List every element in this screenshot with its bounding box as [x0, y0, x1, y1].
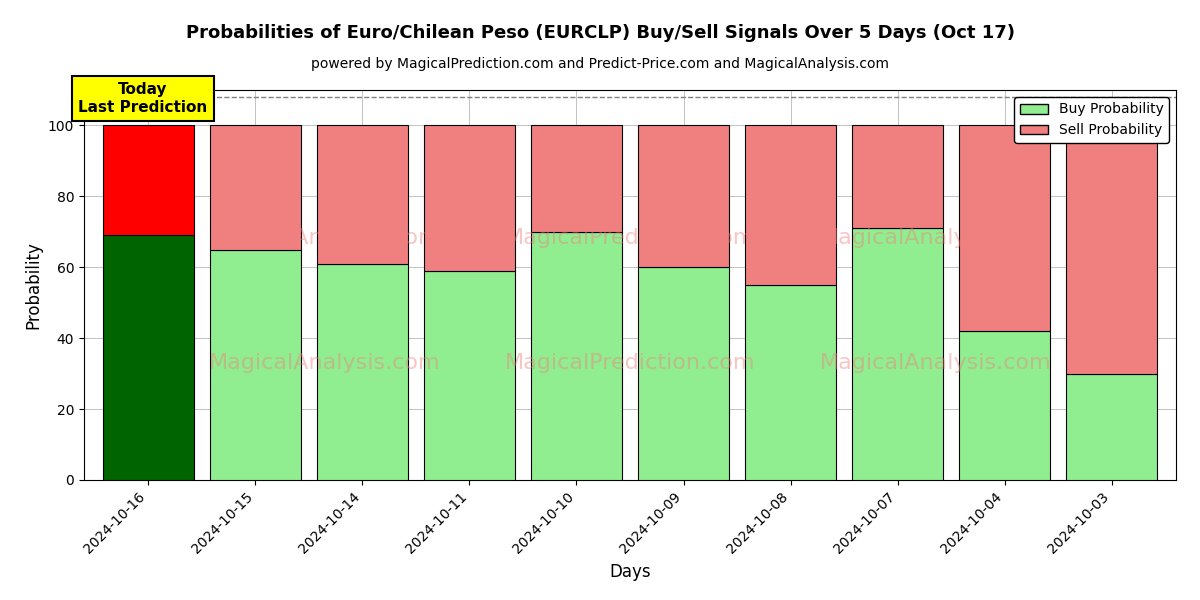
- Bar: [530, 125, 622, 232]
- Bar: [1067, 125, 1157, 374]
- Text: MagicalAnalysis.com: MagicalAnalysis.com: [820, 228, 1051, 248]
- Bar: [638, 267, 730, 480]
- Bar: [959, 125, 1050, 331]
- Text: MagicalAnalysis.com: MagicalAnalysis.com: [209, 353, 440, 373]
- Bar: [103, 125, 193, 235]
- Text: MagicalPrediction.com: MagicalPrediction.com: [505, 353, 755, 373]
- Bar: [210, 250, 301, 480]
- Text: MagicalAnalysis.com: MagicalAnalysis.com: [820, 353, 1051, 373]
- Bar: [959, 331, 1050, 480]
- Bar: [1067, 374, 1157, 480]
- Bar: [638, 125, 730, 267]
- Bar: [745, 125, 836, 285]
- Bar: [317, 264, 408, 480]
- Bar: [852, 228, 943, 480]
- Bar: [852, 125, 943, 228]
- Text: MagicalPrediction.com: MagicalPrediction.com: [505, 228, 755, 248]
- Bar: [210, 125, 301, 250]
- X-axis label: Days: Days: [610, 563, 650, 581]
- Text: powered by MagicalPrediction.com and Predict-Price.com and MagicalAnalysis.com: powered by MagicalPrediction.com and Pre…: [311, 57, 889, 71]
- Text: MagicalAnalysis.com: MagicalAnalysis.com: [209, 228, 440, 248]
- Y-axis label: Probability: Probability: [24, 241, 42, 329]
- Bar: [745, 285, 836, 480]
- Bar: [103, 235, 193, 480]
- Text: Probabilities of Euro/Chilean Peso (EURCLP) Buy/Sell Signals Over 5 Days (Oct 17: Probabilities of Euro/Chilean Peso (EURC…: [186, 24, 1014, 42]
- Legend: Buy Probability, Sell Probability: Buy Probability, Sell Probability: [1014, 97, 1169, 143]
- Bar: [424, 125, 515, 271]
- Bar: [424, 271, 515, 480]
- Text: Today
Last Prediction: Today Last Prediction: [78, 82, 208, 115]
- Bar: [530, 232, 622, 480]
- Bar: [317, 125, 408, 264]
